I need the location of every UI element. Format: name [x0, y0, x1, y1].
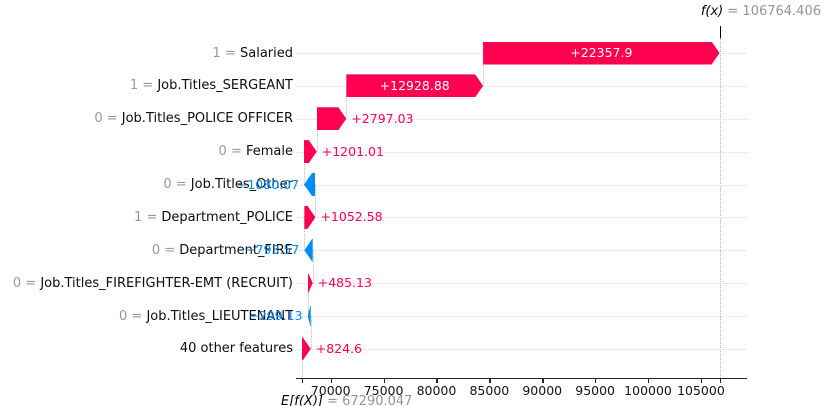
fx-value: = 106764.406	[723, 4, 821, 19]
feature-name: Female	[245, 144, 293, 160]
feature-name: Job.Titles_FIREFIGHTER-EMT (RECRUIT)	[40, 275, 293, 291]
x-axis-tick-label: 70000	[310, 383, 351, 398]
bar-value-label: −299.13	[248, 308, 303, 324]
x-axis-tick-label: 90000	[522, 383, 563, 398]
x-axis-tick	[330, 378, 332, 383]
x-axis-tick	[595, 378, 597, 383]
waterfall-connector	[304, 217, 306, 251]
feature-name: Department_FIRE	[179, 242, 293, 258]
feature-name: Salaried	[239, 45, 293, 61]
x-axis-tick-label: 100000	[624, 383, 672, 398]
waterfall-connector	[315, 184, 317, 218]
row-gridline	[296, 283, 747, 285]
row-gridline	[296, 184, 747, 186]
feature-value-prefix: 0 =	[119, 308, 147, 324]
bar-value-label: +22357.9	[570, 45, 633, 60]
feature-name: Job.Titles_SERGEANT	[157, 78, 293, 94]
fx-reference-tick	[719, 26, 721, 38]
fx-reference-line	[719, 38, 721, 378]
feature-label: 40 other features	[180, 339, 293, 358]
feature-label: 1 = Department_POLICE	[134, 208, 293, 227]
x-axis-tick	[436, 378, 438, 383]
fx-axis-tick	[719, 378, 721, 383]
shap-bar	[304, 205, 316, 229]
feature-value-prefix: 0 =	[163, 177, 191, 193]
feature-name: Job.Titles_Other	[190, 177, 293, 193]
waterfall-connector	[302, 348, 304, 378]
shap-bar	[304, 238, 313, 262]
row-gridline	[296, 217, 747, 219]
x-axis-tick-label: 95000	[575, 383, 616, 398]
bar-value-label: +824.6	[315, 340, 363, 356]
feature-label: 0 = Job.Titles_LIEUTENANT	[119, 307, 293, 326]
x-axis-tick-label: 105000	[677, 383, 725, 398]
waterfall-connector	[312, 250, 314, 284]
feature-label: 0 = Job.Titles_POLICE OFFICER	[94, 109, 293, 128]
bar-value-label: +1052.58	[320, 209, 383, 225]
x-axis-tick	[700, 378, 703, 383]
expected-value-text: = 67290.047	[322, 394, 413, 406]
x-axis-tick-label: 85000	[469, 383, 510, 398]
row-gridline	[296, 85, 747, 87]
expected-value-tick	[302, 378, 304, 383]
x-axis-line	[296, 377, 747, 379]
row-gridline	[296, 316, 747, 318]
bar-value-label: −1080.07	[236, 176, 300, 192]
row-gridline	[296, 118, 747, 120]
feature-value-prefix: 0 =	[151, 242, 180, 258]
x-axis-tick	[489, 378, 491, 383]
shap-bar	[307, 271, 313, 295]
bar-value-label: +485.13	[317, 275, 372, 291]
bar-value-label: −793.57	[245, 242, 300, 258]
feature-label: 0 = Job.Titles_FIREFIGHTER-EMT (RECRUIT)	[13, 274, 293, 293]
feature-label: 0 = Department_FIRE	[152, 241, 293, 260]
x-axis-tick	[542, 378, 544, 383]
row-gridline	[296, 250, 747, 252]
feature-value-prefix: 1 =	[212, 45, 240, 61]
shap-bar	[302, 337, 311, 361]
feature-label: 1 = Salaried	[213, 44, 293, 63]
x-axis-tick-label: 80000	[416, 383, 457, 398]
row-gridline	[296, 151, 747, 153]
x-axis-tick	[383, 378, 385, 383]
bar-value-label: +12928.88	[379, 77, 450, 93]
feature-label: 0 = Job.Titles_Other	[163, 175, 293, 194]
shap-bar	[346, 74, 483, 98]
bar-value-label: +1201.01	[321, 143, 384, 159]
shap-bar	[483, 41, 720, 65]
fx-annotation: f(x) = 106764.406	[701, 4, 821, 19]
row-gridline	[296, 348, 747, 350]
feature-value-prefix: 0 =	[218, 144, 246, 160]
feature-name: 40 other features	[179, 341, 293, 357]
feature-value-prefix: 0 =	[94, 111, 122, 127]
feature-name: Department_POLICE	[161, 209, 293, 225]
shap-bar	[304, 173, 316, 197]
feature-label: 1 = Job.Titles_SERGEANT	[130, 76, 293, 95]
shap-bar	[304, 140, 317, 164]
waterfall-connector	[307, 283, 309, 317]
expected-value-annotation: E[f(X)] = 67290.047	[281, 394, 412, 406]
feature-value-prefix: 1 =	[129, 78, 158, 94]
x-axis-tick-label: 75000	[363, 383, 404, 398]
shap-bar	[316, 107, 346, 131]
feature-value-prefix: 1 =	[133, 209, 162, 225]
feature-label: 0 = Female	[219, 142, 293, 161]
waterfall-connector	[316, 118, 318, 152]
waterfall-connector	[483, 53, 485, 86]
waterfall-connector	[304, 151, 306, 185]
feature-name: Job.Titles_LIEUTENANT	[146, 308, 293, 324]
bar-value-label: +2797.03	[351, 110, 414, 126]
feature-value-prefix: 0 =	[12, 275, 41, 291]
waterfall-connector	[346, 85, 348, 119]
shap-bar	[307, 304, 311, 328]
fx-label: f(x)	[700, 4, 724, 19]
expected-value-label: E[f(X)]	[281, 394, 323, 406]
waterfall-connector	[310, 316, 312, 349]
feature-name: Job.Titles_POLICE OFFICER	[121, 111, 293, 127]
x-axis-tick	[648, 378, 650, 383]
